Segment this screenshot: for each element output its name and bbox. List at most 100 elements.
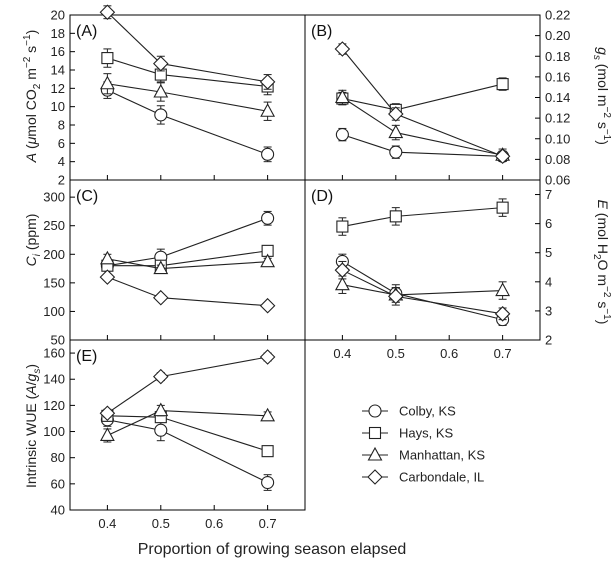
legend-entry: Manhattan, KS bbox=[362, 446, 485, 463]
x-tick-label: 0.4 bbox=[98, 516, 116, 531]
y-tick-label: 10 bbox=[51, 99, 65, 114]
panel-e-frame bbox=[69, 339, 306, 511]
data-point-circle bbox=[261, 147, 275, 161]
series-diamond bbox=[99, 4, 276, 90]
y-tick-label: 20 bbox=[51, 8, 65, 23]
y-tick-label: 0.08 bbox=[545, 152, 570, 167]
panel-b-ylabel: gs (mol m−2 s−1) bbox=[591, 47, 611, 145]
series-diamond bbox=[99, 349, 276, 422]
data-point-diamond bbox=[334, 262, 351, 278]
x-tick-label: 0.4 bbox=[333, 346, 351, 361]
data-point-diamond bbox=[494, 306, 511, 322]
panel-label: (B) bbox=[311, 23, 332, 40]
y-tick-label: 16 bbox=[51, 44, 65, 59]
data-point-triangle bbox=[260, 253, 276, 268]
series-line bbox=[342, 83, 503, 111]
data-point-triangle bbox=[99, 250, 115, 265]
series-diamond bbox=[334, 41, 511, 165]
data-point-diamond bbox=[99, 269, 116, 285]
data-point-circle bbox=[261, 475, 275, 490]
panel-c-ylabel: Ci (ppm) bbox=[23, 214, 43, 267]
data-point-square bbox=[261, 445, 274, 458]
y-tick-label: 60 bbox=[51, 476, 65, 491]
series-square bbox=[101, 409, 274, 458]
y-tick-label: 4 bbox=[58, 154, 65, 169]
series-line bbox=[107, 89, 268, 155]
x-tick-label: 0.5 bbox=[387, 346, 405, 361]
y-tick-label: 4 bbox=[545, 274, 552, 289]
data-point-diamond bbox=[259, 297, 276, 314]
legend-triangle-icon bbox=[367, 446, 383, 461]
data-point-diamond bbox=[388, 106, 404, 122]
y-tick-label: 140 bbox=[43, 372, 65, 387]
data-point-square bbox=[496, 78, 509, 91]
y-tick-label: 2 bbox=[545, 333, 552, 348]
data-point-diamond bbox=[388, 288, 404, 305]
legend-label: Manhattan, KS bbox=[399, 448, 485, 463]
data-point-square bbox=[389, 210, 402, 223]
data-point-diamond bbox=[99, 4, 116, 21]
panel-d-ylabel: E (mol H2O m−2 s−1) bbox=[591, 200, 611, 325]
legend-entry: Carbondale, IL bbox=[362, 469, 484, 485]
y-tick-label: 7 bbox=[545, 187, 552, 202]
series-line bbox=[107, 356, 268, 414]
y-tick-label: 5 bbox=[545, 245, 552, 260]
series-line bbox=[107, 217, 268, 267]
series-line bbox=[107, 419, 268, 484]
panel-c: 50 100 150 200 250 300 (C) bbox=[43, 179, 306, 348]
y-tick-label: 0.12 bbox=[545, 111, 570, 126]
x-axis-title: Proportion of growing season elapsed bbox=[138, 541, 407, 558]
panel-d: 2 3 4 5 6 7 (D) bbox=[304, 179, 552, 348]
data-point-circle bbox=[389, 145, 403, 159]
series-triangle bbox=[334, 89, 511, 162]
series-line bbox=[107, 83, 268, 112]
y-tick-label: 0.22 bbox=[545, 8, 570, 23]
data-point-triangle bbox=[99, 427, 115, 442]
data-point-square bbox=[496, 201, 509, 214]
panel-label: (E) bbox=[76, 348, 97, 365]
y-tick-label: 12 bbox=[51, 81, 65, 96]
x-tick-label: 0.6 bbox=[440, 346, 458, 361]
panel-a-ylabel: A (μmol CO2 m−2 s−1) bbox=[22, 30, 43, 164]
data-point-triangle bbox=[260, 103, 276, 117]
series-line bbox=[107, 57, 268, 88]
series-square bbox=[101, 48, 274, 96]
y-tick-label: 100 bbox=[43, 424, 65, 439]
series-line bbox=[107, 415, 268, 452]
data-point-square bbox=[101, 52, 114, 65]
data-point-diamond bbox=[334, 41, 351, 57]
series-square bbox=[336, 198, 509, 236]
legend-circle-icon bbox=[368, 404, 382, 418]
data-point-triangle bbox=[495, 282, 511, 297]
legend-label: Hays, KS bbox=[399, 426, 454, 441]
y-tick-label: 8 bbox=[58, 118, 65, 133]
data-point-triangle bbox=[334, 89, 350, 104]
y-tick-label: 0.18 bbox=[545, 49, 570, 64]
y-tick-label: 14 bbox=[51, 63, 65, 78]
series-line bbox=[107, 410, 268, 436]
series-line bbox=[107, 276, 268, 307]
x-tick-label: 0.5 bbox=[152, 516, 170, 531]
y-tick-label: 3 bbox=[545, 303, 552, 318]
legend-label: Carbondale, IL bbox=[399, 470, 484, 485]
series-triangle bbox=[99, 250, 276, 275]
series-circle bbox=[100, 412, 275, 491]
panel-d-frame bbox=[304, 179, 541, 341]
series-line bbox=[107, 11, 268, 83]
y-tick-label: 160 bbox=[43, 346, 65, 361]
legend-diamond-icon bbox=[367, 469, 383, 485]
series-line bbox=[341, 48, 503, 157]
y-tick-label: 150 bbox=[43, 275, 65, 290]
series-line bbox=[107, 258, 268, 270]
y-tick-label: 6 bbox=[545, 216, 552, 231]
data-point-triangle bbox=[334, 276, 350, 291]
y-tick-label: 0.10 bbox=[545, 131, 570, 146]
series-line bbox=[342, 284, 503, 296]
y-tick-label: 6 bbox=[58, 136, 65, 151]
data-point-diamond bbox=[153, 55, 169, 72]
series-triangle bbox=[99, 73, 276, 121]
data-point-triangle bbox=[153, 83, 169, 98]
legend: Colby, KS Hays, KS Manhattan, KS Carbondale… bbox=[362, 404, 485, 485]
legend-square-icon bbox=[368, 426, 382, 440]
